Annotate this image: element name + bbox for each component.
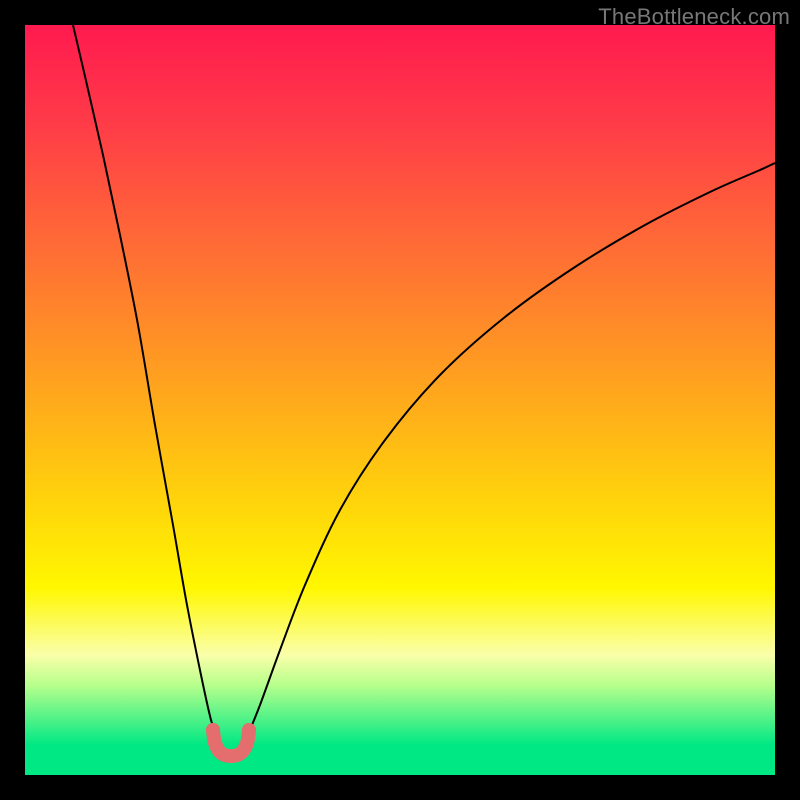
chart-plot-area (25, 25, 775, 775)
watermark-text: TheBottleneck.com (598, 4, 790, 30)
optimal-marker-right-dot (242, 723, 256, 737)
chart-container: TheBottleneck.com (0, 0, 800, 800)
optimal-marker-left-dot (206, 723, 220, 737)
chart-svg (25, 25, 775, 775)
chart-background (25, 25, 775, 775)
